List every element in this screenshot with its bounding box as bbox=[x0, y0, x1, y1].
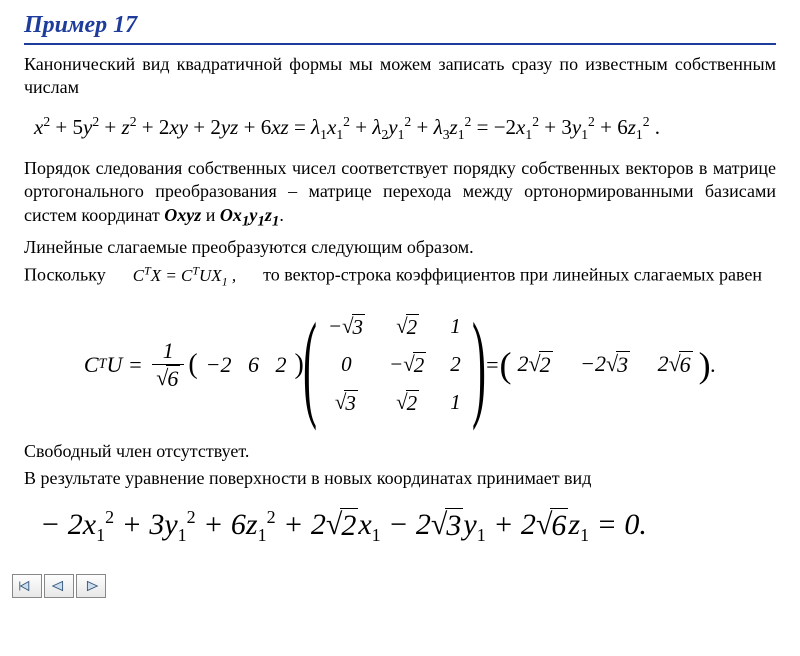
nav-prev-button[interactable] bbox=[44, 574, 74, 598]
nav-first-button[interactable] bbox=[12, 574, 42, 598]
result-para: В результате уравнение поверхности в нов… bbox=[24, 467, 776, 490]
order-para: Порядок следования собственных чисел соо… bbox=[24, 157, 776, 232]
free-term-para: Свободный член отсутствует. bbox=[24, 440, 776, 463]
equation-canonical: x2 + 5y2 + z2 + 2xy + 2yz + 6xz = λ1x12 … bbox=[34, 114, 776, 143]
nav-next-button[interactable] bbox=[76, 574, 106, 598]
intro-para: Канонический вид квадратичной формы мы м… bbox=[24, 53, 776, 100]
linear-para: Линейные слагаемые преобразуются следующ… bbox=[24, 236, 776, 259]
nav-bar bbox=[0, 568, 800, 608]
example-title: Пример 17 bbox=[24, 12, 776, 43]
title-rule bbox=[24, 43, 776, 45]
since-para: Поскольку CTX = CTUX1 , то вектор-строка… bbox=[24, 263, 776, 290]
equation-ctu: CTU = 1 √6 ( −2 6 2 ) ( −√3 √2 1 bbox=[24, 308, 776, 422]
equation-surface: − 2x12 + 3y12 + 6z12 + 2√2x1 − 2√3y1 + 2… bbox=[40, 507, 776, 546]
